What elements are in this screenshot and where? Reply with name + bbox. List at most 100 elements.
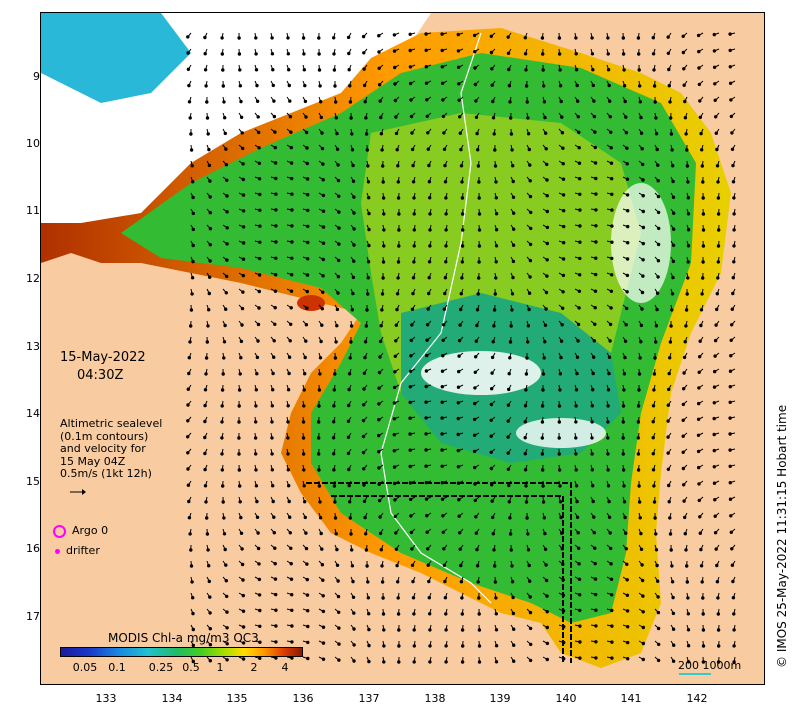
velocity-arrow-head <box>715 292 719 296</box>
velocity-arrow-head <box>641 178 645 182</box>
velocity-arrow-head <box>524 388 528 392</box>
velocity-arrow-head <box>380 308 384 312</box>
velocity-arrow-head <box>655 563 659 568</box>
velocity-arrow-head <box>683 515 687 520</box>
velocity-arrow-head <box>189 148 194 152</box>
velocity-arrow-head <box>208 643 213 647</box>
velocity-arrow-head <box>653 516 657 520</box>
drifter-marker-icon <box>55 548 60 554</box>
timestamp-block: 15-May-2022 04:30Z <box>60 349 146 385</box>
velocity-arrow-head <box>302 388 306 392</box>
velocity-arrow-head <box>412 260 416 264</box>
velocity-arrow-head <box>392 401 397 405</box>
velocity-arrow-head <box>574 420 578 424</box>
velocity-arrow-head <box>377 418 381 422</box>
velocity-arrow-head <box>408 81 413 86</box>
velocity-arrow-head <box>377 466 381 470</box>
velocity-arrow-head <box>205 100 209 104</box>
velocity-arrow-head <box>577 562 581 566</box>
velocity-arrow-head <box>274 624 278 628</box>
velocity-arrow-head <box>191 659 196 664</box>
velocity-arrow-head <box>287 355 292 359</box>
velocity-arrow-head <box>622 372 627 376</box>
velocity-arrow-head <box>668 100 672 104</box>
velocity-arrow-head <box>286 36 290 40</box>
velocity-arrow-head <box>638 356 642 360</box>
velocity-arrow-head <box>712 49 717 53</box>
velocity-arrow-head <box>392 33 397 37</box>
transect-line <box>331 495 564 663</box>
velocity-arrow-head <box>494 276 498 280</box>
velocity-arrow-head <box>558 500 563 504</box>
velocity-arrow-head <box>490 499 494 503</box>
date-label: 15-May-2022 <box>60 350 146 365</box>
velocity-arrow-head <box>301 436 306 440</box>
velocity-arrow-head <box>701 260 705 264</box>
velocity-arrow-head <box>590 404 594 408</box>
velocity-arrow-head <box>685 164 690 168</box>
velocity-arrow-head <box>525 516 529 520</box>
velocity-arrow-head <box>332 52 336 56</box>
velocity-arrow-head <box>652 372 657 376</box>
velocity-arrow-head <box>428 612 432 616</box>
colorbar-tick: 1 <box>216 661 224 674</box>
velocity-arrow-head <box>186 387 191 391</box>
velocity-arrow-head <box>728 400 732 404</box>
velocity-arrow-head <box>286 420 290 424</box>
velocity-arrow-head <box>362 67 366 71</box>
velocity-arrow-head <box>716 196 721 200</box>
velocity-arrow-head <box>685 564 689 568</box>
velocity-arrow-head <box>490 83 494 87</box>
velocity-arrow-head <box>408 448 412 452</box>
velocity-arrow-head <box>716 180 720 184</box>
velocity-arrow-head <box>683 116 688 120</box>
velocity-arrow-head <box>541 500 546 504</box>
velocity-arrow-head <box>349 340 353 344</box>
velocity-arrow-head <box>609 306 613 310</box>
velocity-arrow-head <box>221 68 225 72</box>
velocity-arrow-head <box>701 644 706 648</box>
velocity-arrow-head <box>332 420 336 424</box>
velocity-arrow-head <box>257 289 262 294</box>
velocity-arrow-head <box>593 546 597 550</box>
velocity-arrow-head <box>317 468 321 472</box>
velocity-arrow-head <box>686 660 691 664</box>
velocity-arrow-head <box>289 145 294 150</box>
velocity-arrow-head <box>506 35 510 39</box>
velocity-arrow-head <box>473 386 477 390</box>
velocity-arrow-head <box>542 356 546 360</box>
velocity-arrow-head <box>396 580 400 584</box>
velocity-arrow-head <box>671 595 675 600</box>
velocity-arrow-head <box>668 356 672 360</box>
velocity-arrow-head <box>305 289 309 294</box>
velocity-arrow-head <box>523 404 528 408</box>
velocity-arrow-head <box>559 99 563 104</box>
velocity-arrow-head <box>440 48 444 53</box>
velocity-arrow-head <box>641 625 645 630</box>
velocity-arrow-head <box>290 608 294 612</box>
velocity-arrow-head <box>352 643 356 647</box>
velocity-arrow-head <box>523 452 527 456</box>
velocity-arrow-head <box>713 498 717 502</box>
velocity-arrow-head <box>273 322 277 326</box>
velocity-arrow-head <box>474 115 479 120</box>
velocity-arrow-head <box>304 546 309 551</box>
velocity-arrow-head <box>656 658 661 663</box>
velocity-arrow-head <box>594 256 598 260</box>
velocity-arrow-head <box>507 387 511 392</box>
velocity-arrow-head <box>636 452 641 456</box>
velocity-arrow-head <box>337 626 341 630</box>
velocity-arrow-head <box>191 596 195 600</box>
velocity-arrow-head <box>667 483 671 488</box>
velocity-arrow-head <box>656 163 660 167</box>
velocity-arrow-head <box>347 51 351 56</box>
velocity-arrow-head <box>348 500 352 504</box>
velocity-arrow-head <box>347 403 351 408</box>
velocity-arrow-head <box>254 388 259 392</box>
velocity-arrow-head <box>578 177 582 181</box>
velocity-arrow-head <box>523 468 528 472</box>
velocity-arrow-head <box>491 515 495 520</box>
velocity-arrow-head <box>489 34 493 38</box>
velocity-arrow-head <box>286 468 291 472</box>
velocity-arrow-head <box>606 420 610 424</box>
